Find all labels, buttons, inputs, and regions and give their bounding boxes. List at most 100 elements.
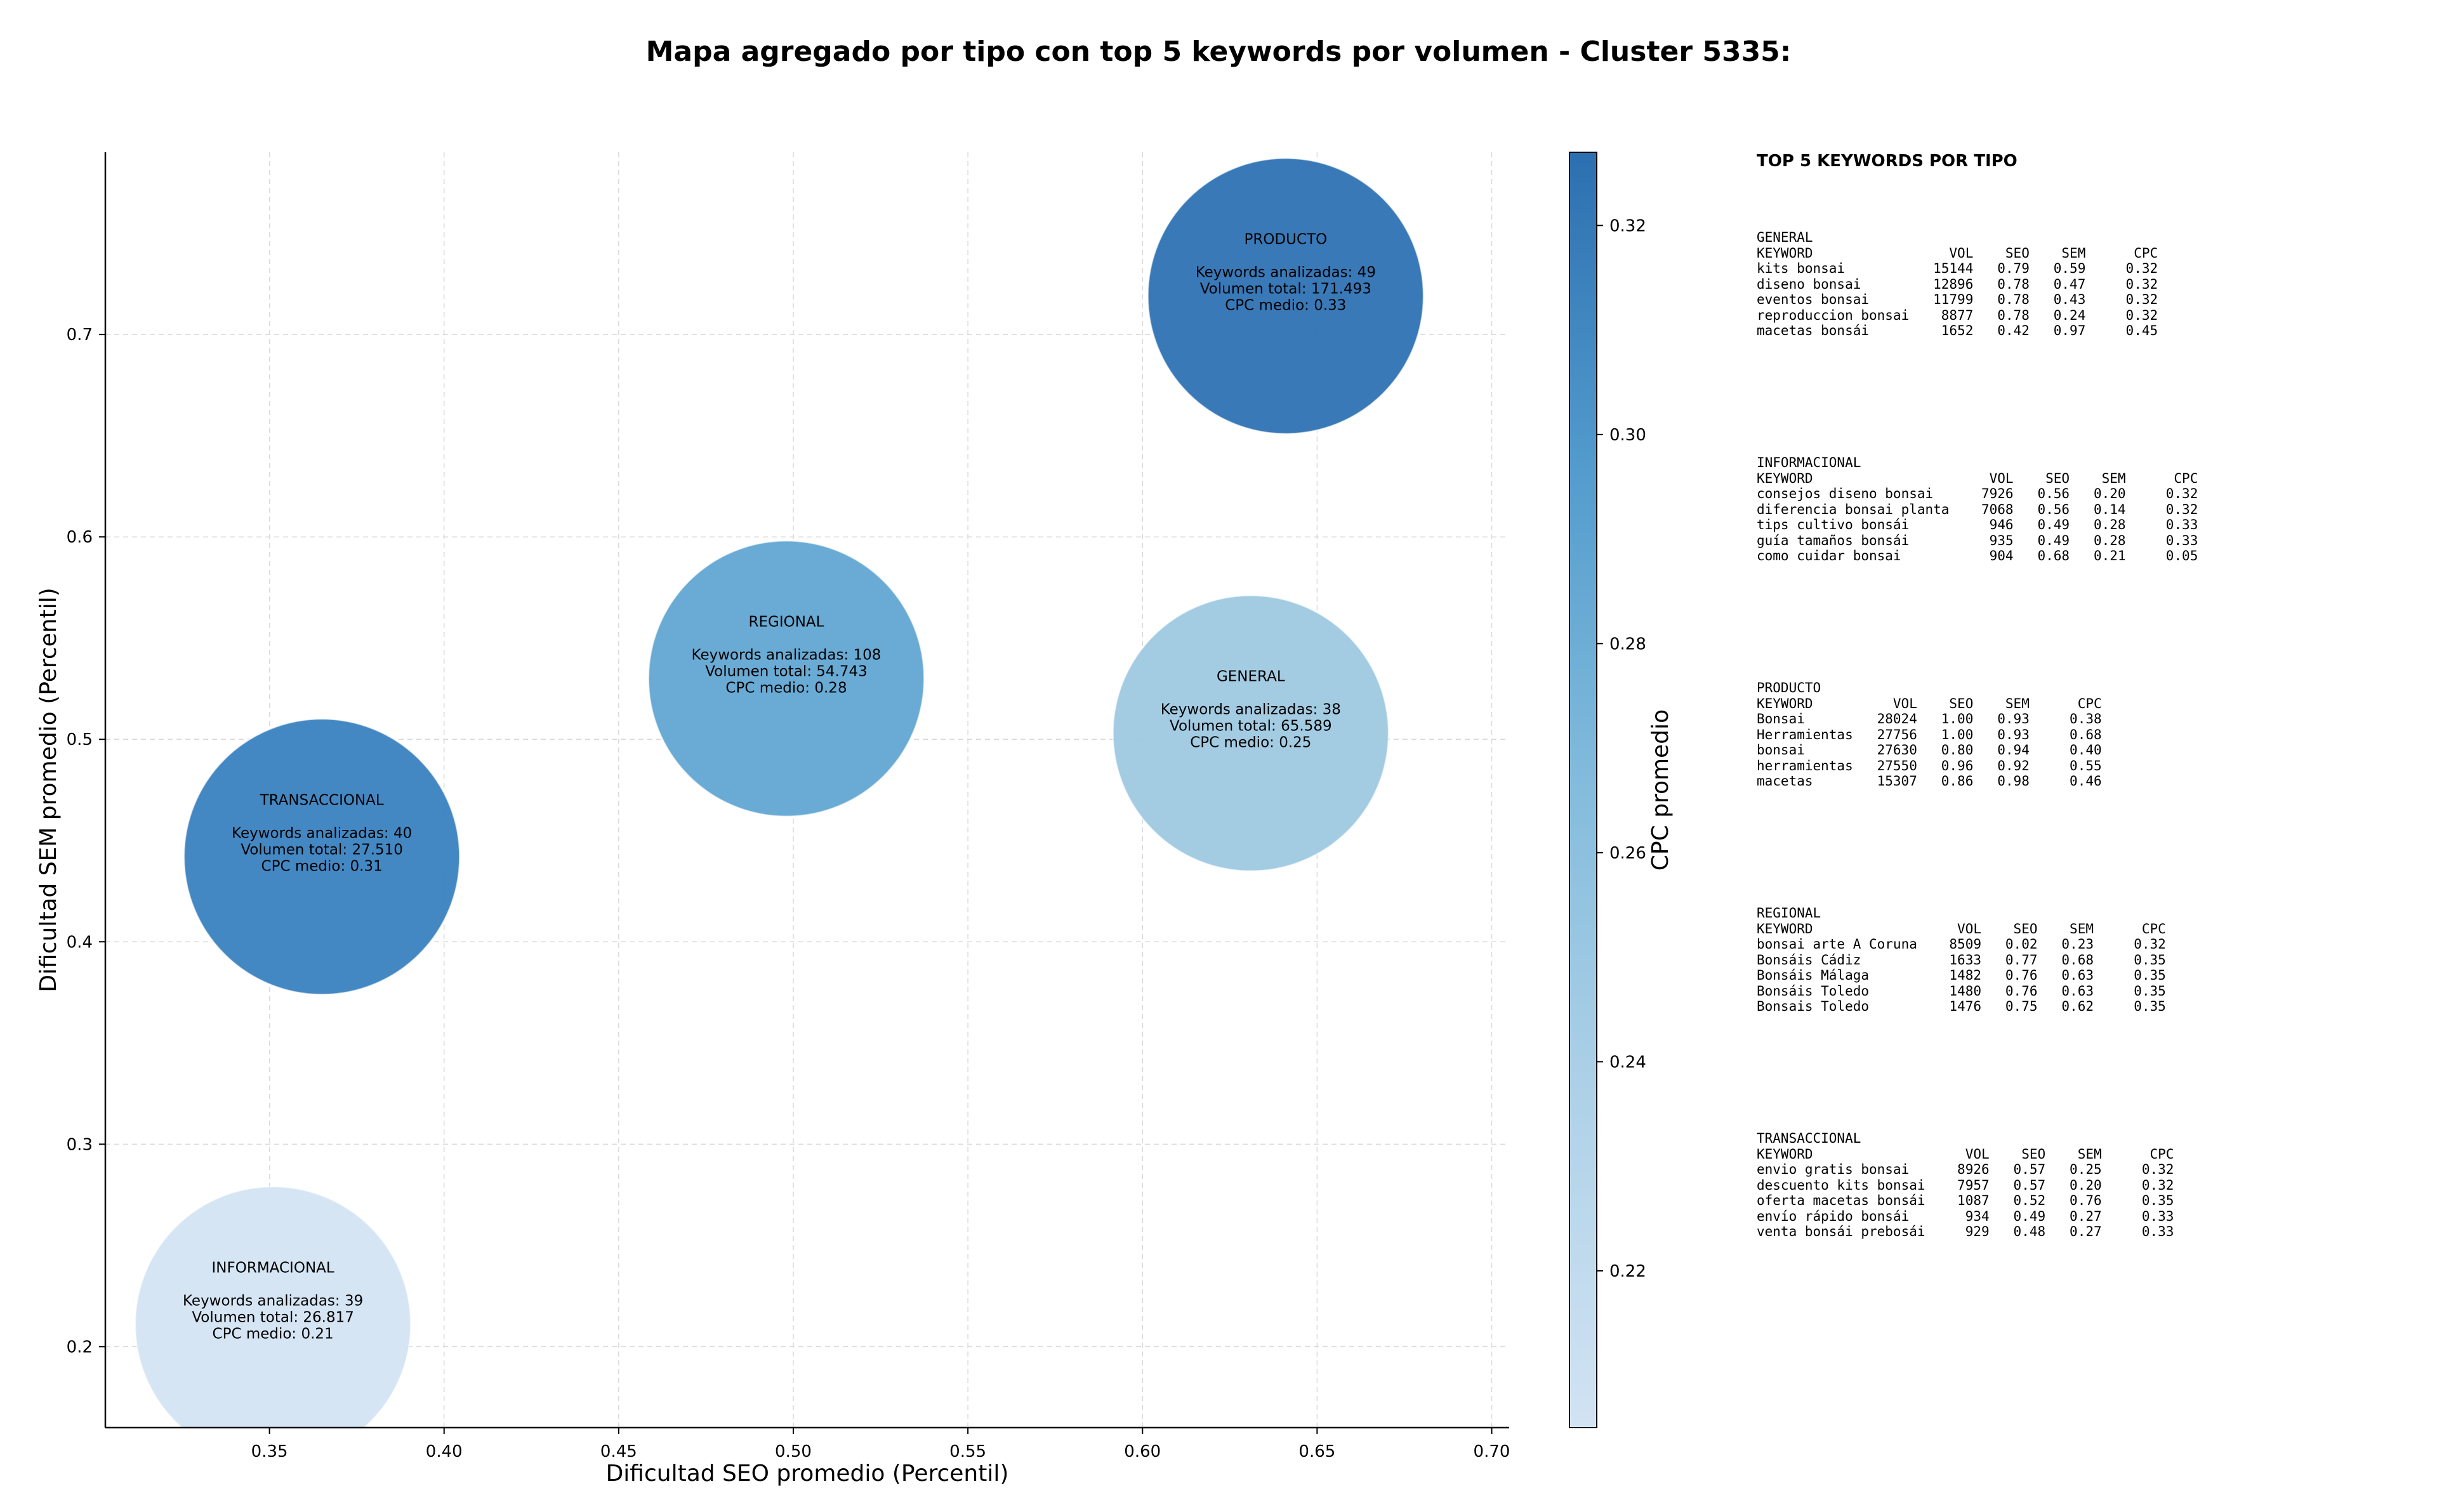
metric-cell: 0.62: [2061, 999, 2094, 1014]
keyword-table-header: KEYWORD VOL SEO SEM CPC: [1757, 246, 2417, 261]
bubble: [183, 718, 461, 996]
metric-cell: 0.47: [2053, 276, 2086, 292]
metric-cell: CPC: [2150, 1146, 2174, 1162]
keyword-section-title: PRODUCTO: [1757, 680, 1821, 695]
metric-cell: 0.27: [2070, 1224, 2102, 1239]
keyword-section-title: INFORMACIONAL: [1757, 455, 1861, 470]
colorbar-tick-label: 0.24: [1609, 1053, 1646, 1072]
keyword-cell: Bonsáis Málaga: [1757, 968, 1870, 983]
metric-cell: 7957: [1957, 1177, 1990, 1193]
keyword-table-row: Herramientas 27756 1.00 0.93 0.68: [1757, 727, 2417, 743]
metric-cell: 0.32: [2125, 292, 2158, 307]
metric-cell: 15144: [1933, 261, 1974, 276]
y-axis-label: Dificultad SEM promedio (Percentil): [36, 588, 62, 992]
y-tick-label: 0.4: [67, 933, 93, 952]
keyword-section-title: TRANSACCIONAL: [1757, 1131, 1861, 1146]
keyword-table-row: diseno bonsai 12896 0.78 0.47 0.32: [1757, 277, 2417, 293]
keyword-cell: macetas: [1757, 773, 1813, 789]
metric-cell: 0.14: [2093, 501, 2126, 517]
bubble-name-label: PRODUCTO: [1244, 232, 1327, 248]
metric-cell: 0.93: [1997, 726, 2030, 742]
metric-cell: 0.59: [2053, 261, 2086, 276]
metric-cell: 0.02: [2005, 937, 2038, 952]
metric-cell: 0.33: [2165, 532, 2198, 548]
metric-cell: SEM: [2005, 695, 2030, 711]
metric-cell: 0.49: [2037, 532, 2070, 548]
metric-cell: 0.49: [2013, 1208, 2046, 1224]
x-tick-label: 0.35: [251, 1442, 288, 1461]
metric-cell: 15307: [1877, 773, 1917, 789]
colorbar-label: CPC promedio: [1648, 709, 1674, 871]
metric-cell: 0.33: [2141, 1224, 2174, 1239]
metric-cell: 0.57: [2013, 1162, 2046, 1177]
keyword-table-header: KEYWORD VOL SEO SEM CPC: [1757, 1147, 2417, 1162]
x-ticks: 0.35 0.40 0.45 0.50 0.55 0.60 0.65 0.70: [251, 1428, 1510, 1461]
metric-cell: SEM: [2061, 245, 2086, 261]
metric-cell: 12896: [1933, 276, 1974, 292]
metric-cell: 904: [1989, 548, 2014, 563]
bubble-stat-label: CPC medio: 0.21: [213, 1325, 334, 1342]
keyword-table-row: oferta macetas bonsái 1087 0.52 0.76 0.35: [1757, 1193, 2417, 1209]
metric-cell: CPC: [2134, 245, 2158, 261]
metric-cell: VOL: [1949, 245, 1974, 261]
bubble-stat-label: CPC medio: 0.33: [1225, 298, 1346, 314]
metric-cell: 0.86: [1941, 773, 1974, 789]
metric-cell: 0.42: [1997, 323, 2030, 338]
metric-cell: 0.75: [2005, 999, 2038, 1014]
keyword-table-header: KEYWORD VOL SEO SEM CPC: [1757, 921, 2417, 937]
keyword-cell: eventos bonsai: [1757, 292, 1870, 307]
metric-cell: 0.23: [2061, 937, 2094, 952]
keyword-table-row: como cuidar bonsai 904 0.68 0.21 0.05: [1757, 548, 2417, 564]
keyword-table-row: eventos bonsai 11799 0.78 0.43 0.32: [1757, 292, 2417, 308]
x-axis-label: Dificultad SEO promedio (Percentil): [606, 1461, 1009, 1487]
metric-cell: 7068: [1981, 501, 2014, 517]
metric-cell: 1.00: [1941, 726, 1974, 742]
metric-cell: 0.78: [1997, 292, 2030, 307]
metric-cell: 28024: [1877, 711, 1917, 726]
metric-cell: CPC: [2174, 470, 2198, 486]
chart-title: Mapa agregado por tipo con top 5 keyword…: [646, 36, 1792, 68]
keyword-cell: KEYWORD: [1757, 245, 1813, 261]
metric-cell: 0.76: [2070, 1193, 2102, 1208]
metric-cell: 0.56: [2037, 501, 2070, 517]
keyword-cell: oferta macetas bonsái: [1757, 1193, 1925, 1208]
keyword-table-row: Bonsáis Cádiz 1633 0.77 0.68 0.35: [1757, 952, 2417, 968]
metric-cell: 0.97: [2053, 323, 2086, 338]
metric-cell: 0.32: [2125, 261, 2158, 276]
metric-cell: 0.27: [2070, 1208, 2102, 1224]
keyword-table-row: bonsai 27630 0.80 0.94 0.40: [1757, 742, 2417, 758]
keyword-panel-heading: TOP 5 KEYWORDS POR TIPO: [1757, 152, 2018, 171]
keyword-table-header: KEYWORD VOL SEO SEM CPC: [1757, 696, 2417, 712]
colorbar-tick-label: 0.30: [1609, 426, 1646, 445]
metric-cell: 929: [1965, 1224, 1990, 1239]
metric-cell: CPC: [2141, 921, 2166, 937]
metric-cell: 0.24: [2053, 307, 2086, 323]
metric-cell: 0.63: [2061, 968, 2094, 983]
metric-cell: 0.57: [2013, 1177, 2046, 1193]
keyword-cell: KEYWORD: [1757, 470, 1813, 486]
keyword-cell: Bonsai: [1757, 711, 1805, 726]
metric-cell: 0.35: [2134, 968, 2166, 983]
bubble-stat-label: Keywords analizadas: 38: [1161, 702, 1341, 718]
keyword-table-header: KEYWORD VOL SEO SEM CPC: [1757, 471, 2417, 487]
metric-cell: 0.28: [2093, 532, 2126, 548]
keyword-table-row: tips cultivo bonsái 946 0.49 0.28 0.33: [1757, 517, 2417, 533]
keyword-cell: tips cultivo bonsái: [1757, 517, 1910, 532]
metric-cell: SEO: [2013, 921, 2038, 937]
metric-cell: 0.35: [2141, 1193, 2174, 1208]
metric-cell: 1480: [1949, 983, 1981, 999]
metric-cell: SEM: [2077, 1146, 2102, 1162]
bubble-name-label: REGIONAL: [748, 614, 824, 631]
metric-cell: 0.77: [2005, 952, 2038, 968]
metric-cell: 0.68: [2061, 952, 2094, 968]
keyword-table-row: Bonsáis Toledo 1480 0.76 0.63 0.35: [1757, 983, 2417, 999]
keyword-table-row: guía tamaños bonsái 935 0.49 0.28 0.33: [1757, 533, 2417, 549]
metric-cell: 0.35: [2134, 999, 2166, 1014]
keyword-table-row: Bonsais Toledo 1476 0.75 0.62 0.35: [1757, 999, 2417, 1015]
metric-cell: 934: [1965, 1208, 1990, 1224]
keyword-cell: guía tamaños bonsái: [1757, 532, 1910, 548]
metric-cell: 0.21: [2093, 548, 2126, 563]
keyword-cell: bonsai: [1757, 742, 1805, 758]
metric-cell: 0.38: [2070, 711, 2102, 726]
